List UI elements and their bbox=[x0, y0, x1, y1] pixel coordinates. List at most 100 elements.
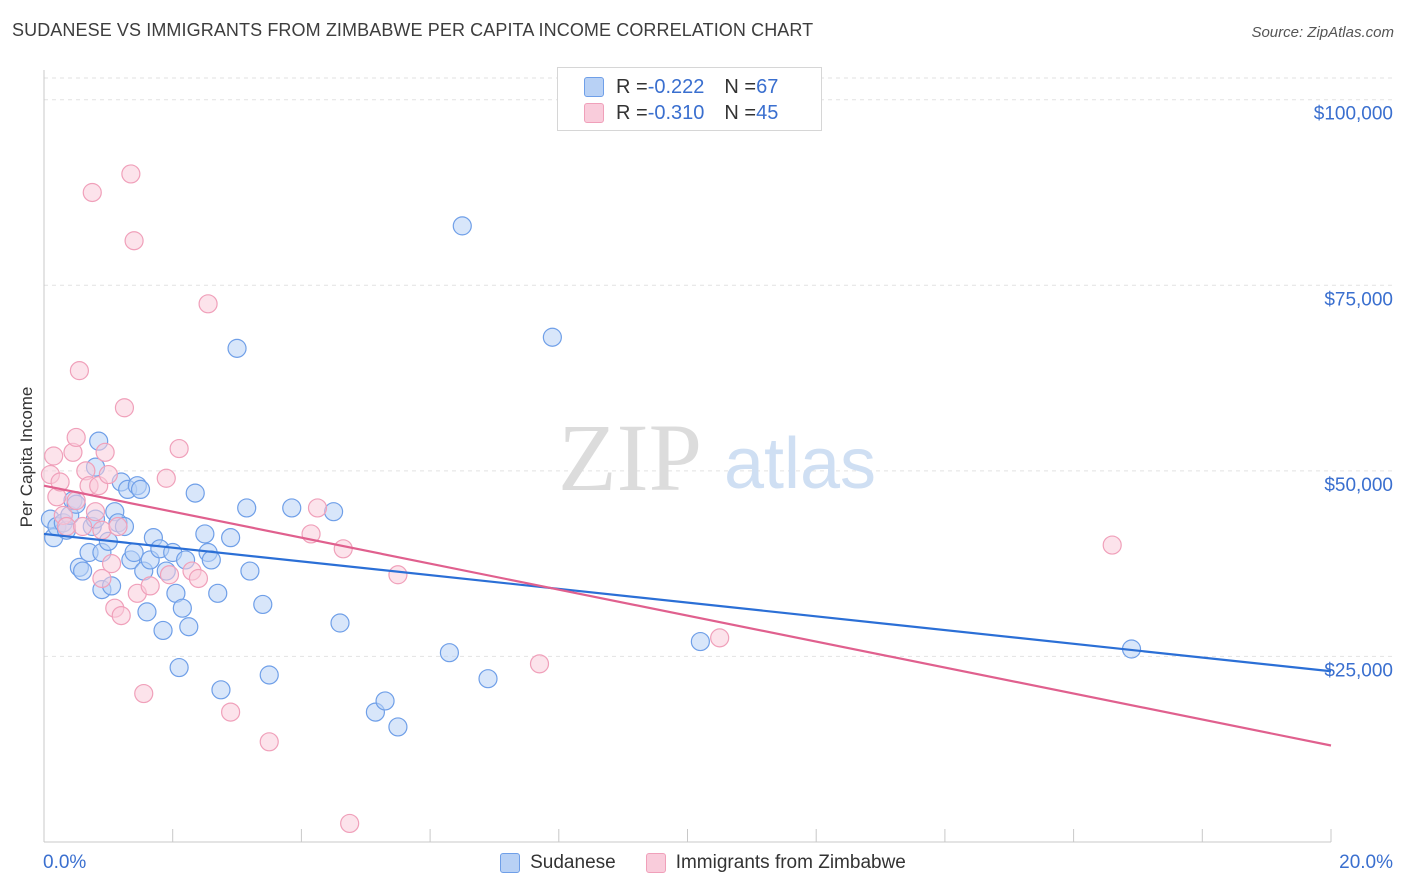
legend-n-label: N = bbox=[724, 75, 757, 98]
sudanese-point bbox=[478, 669, 498, 689]
sudanese-point bbox=[195, 524, 215, 544]
sudanese-point bbox=[259, 665, 279, 685]
x-tick-min: 0.0% bbox=[43, 852, 87, 873]
sudanese-point bbox=[690, 631, 710, 652]
legend-swatch-sudanese bbox=[584, 77, 604, 97]
zimbabwe-point bbox=[340, 813, 360, 834]
zimbabwe-point bbox=[124, 231, 144, 251]
sudanese-point bbox=[323, 502, 344, 522]
zimbabwe-point bbox=[66, 427, 86, 448]
chart-title: SUDANESE VS IMMIGRANTS FROM ZIMBABWE PER… bbox=[12, 20, 814, 40]
zimbabwe-point bbox=[198, 294, 218, 314]
zimbabwe-point bbox=[92, 568, 112, 589]
zimbabwe-point bbox=[221, 702, 241, 722]
legend-row-zimbabwe: R = -0.310 N = 45 bbox=[584, 102, 778, 124]
y-tick-label: $50,000 bbox=[1324, 475, 1393, 496]
sudanese-point bbox=[282, 498, 302, 518]
zimbabwe-point bbox=[85, 502, 106, 522]
sudanese-point bbox=[227, 338, 247, 358]
series-swatch-sudanese bbox=[500, 853, 521, 873]
sudanese-point bbox=[179, 617, 199, 637]
data-points bbox=[40, 164, 1142, 834]
zimbabwe-point bbox=[333, 539, 353, 559]
chart-source: Source: ZipAtlas.com bbox=[1251, 24, 1394, 41]
sudanese-point bbox=[208, 583, 228, 603]
legend-n-label: N = bbox=[724, 101, 757, 124]
zimbabwe-point bbox=[169, 438, 189, 459]
sudanese-point bbox=[169, 657, 189, 678]
zimbabwe-point bbox=[108, 516, 128, 537]
legend-n-value: 67 bbox=[756, 75, 779, 98]
zimbabwe-point bbox=[121, 164, 141, 184]
watermark-atlas: atlas bbox=[724, 424, 876, 504]
watermark-zip: ZIP bbox=[558, 404, 702, 511]
legend-r-label: R = bbox=[616, 101, 648, 124]
series-swatch-zimbabwe bbox=[645, 853, 666, 873]
zimbabwe-point bbox=[1102, 535, 1122, 555]
y-tick-label: $75,000 bbox=[1324, 289, 1393, 310]
zimbabwe-point bbox=[92, 520, 112, 540]
sudanese-point bbox=[185, 483, 205, 503]
legend-r-value: -0.222 bbox=[647, 75, 705, 98]
zimbabwe-point bbox=[259, 732, 279, 752]
zimbabwe-point bbox=[156, 468, 176, 488]
zimbabwe-point bbox=[388, 565, 408, 585]
sudanese-point bbox=[253, 594, 273, 615]
series-label-zimbabwe: Immigrants from Zimbabwe bbox=[675, 852, 906, 873]
zimbabwe-point bbox=[101, 554, 122, 574]
legend-r-value: -0.310 bbox=[647, 101, 705, 124]
sudanese-point bbox=[221, 528, 241, 548]
zimbabwe-point bbox=[140, 576, 160, 596]
zimbabwe-point bbox=[159, 565, 180, 585]
series-legend-zimbabwe[interactable]: Immigrants from Zimbabwe bbox=[645, 852, 906, 874]
sudanese-trend-line bbox=[43, 532, 1332, 673]
sudanese-point bbox=[388, 717, 408, 737]
series-legend: Sudanese Immigrants from Zimbabwe bbox=[0, 852, 1406, 874]
zimbabwe-point bbox=[111, 605, 131, 626]
sudanese-point bbox=[137, 602, 157, 622]
trend-lines bbox=[43, 484, 1332, 747]
sudanese-point bbox=[130, 479, 151, 500]
sudanese-point bbox=[330, 613, 350, 633]
zimbabwe-point bbox=[114, 398, 135, 418]
axes bbox=[43, 70, 1332, 843]
zimbabwe-point bbox=[44, 446, 64, 466]
sudanese-point bbox=[452, 216, 472, 236]
zimbabwe-point bbox=[56, 516, 77, 537]
zimbabwe-point bbox=[188, 568, 209, 589]
zimbabwe-point bbox=[95, 442, 115, 462]
zimbabwe-point bbox=[50, 472, 70, 492]
series-legend-sudanese[interactable]: Sudanese bbox=[500, 852, 616, 874]
legend-row-sudanese: R = -0.222 N = 67 bbox=[584, 76, 778, 98]
legend-n-value: 45 bbox=[756, 101, 779, 124]
sudanese-point bbox=[237, 498, 257, 518]
sudanese-point bbox=[542, 327, 562, 347]
zimbabwe-point bbox=[98, 464, 118, 485]
sudanese-point bbox=[172, 598, 192, 618]
sudanese-point bbox=[73, 561, 93, 581]
zimbabwe-point bbox=[82, 182, 102, 203]
legend-r-label: R = bbox=[616, 75, 648, 98]
sudanese-point bbox=[211, 680, 231, 700]
zimbabwe-point bbox=[134, 683, 154, 704]
zimbabwe-point bbox=[73, 516, 93, 537]
correlation-legend: R = -0.222 N = 67 R = -0.310 N = 45 bbox=[557, 67, 822, 131]
zimbabwe-point bbox=[69, 361, 89, 381]
sudanese-point bbox=[153, 620, 173, 641]
sudanese-point bbox=[240, 561, 260, 581]
x-tick-max: 20.0% bbox=[1339, 852, 1393, 873]
sudanese-point bbox=[375, 691, 395, 711]
legend-swatch-zimbabwe bbox=[584, 103, 604, 123]
watermark: ZIP atlas bbox=[558, 404, 876, 511]
sudanese-point bbox=[439, 643, 460, 663]
y-tick-label: $25,000 bbox=[1324, 660, 1393, 681]
zimbabwe-point bbox=[710, 628, 730, 648]
y-tick-label: $100,000 bbox=[1314, 104, 1393, 125]
y-tick-labels: $100,000 $75,000 $50,000 $25,000 bbox=[1314, 104, 1393, 682]
sudanese-point bbox=[201, 550, 221, 570]
zimbabwe-point bbox=[529, 654, 550, 674]
sudanese-point bbox=[124, 542, 144, 563]
series-label-sudanese: Sudanese bbox=[530, 852, 616, 873]
zimbabwe-trend-line bbox=[43, 484, 1332, 747]
